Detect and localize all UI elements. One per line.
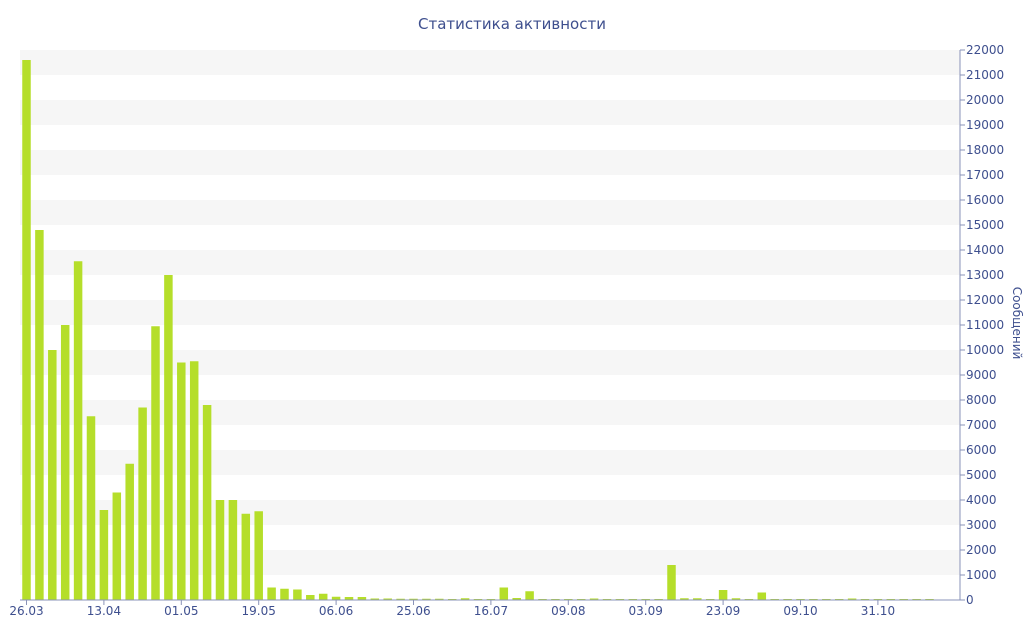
x-tick-label: 26.03: [9, 604, 43, 618]
bar: [22, 60, 31, 600]
grid-band: [20, 450, 960, 475]
y-tick-label: 0: [966, 593, 974, 607]
x-tick-label: 06.06: [319, 604, 353, 618]
bar: [680, 598, 689, 600]
y-tick-label: 6000: [966, 443, 997, 457]
y-tick-label: 18000: [966, 143, 1004, 157]
bar: [422, 598, 431, 600]
x-tick-label: 09.08: [551, 604, 585, 618]
x-tick-label: 03.09: [629, 604, 663, 618]
y-tick-label: 20000: [966, 93, 1004, 107]
y-tick-label: 15000: [966, 218, 1004, 232]
bar: [125, 463, 134, 600]
y-axis: 0 1000 2000 3000 4000 5000 6000 7000 8000 9000 100…: [959, 43, 1004, 607]
x-tick-label: 09.10: [783, 604, 817, 618]
grid-band: [20, 300, 960, 325]
bar: [396, 598, 405, 600]
bar: [344, 597, 354, 600]
y-tick-label: 4000: [966, 493, 997, 507]
bar: [48, 350, 57, 600]
y-tick-label: 13000: [966, 268, 1004, 282]
bar: [331, 596, 341, 600]
bar: [177, 362, 186, 600]
grid-band: [20, 200, 960, 225]
bar: [757, 592, 767, 600]
bar: [241, 513, 251, 600]
bar: [202, 405, 212, 600]
y-tick-label: 17000: [966, 168, 1004, 182]
bar: [435, 598, 444, 600]
y-tick-label: 19000: [966, 118, 1004, 132]
grid-band: [20, 550, 960, 575]
bar: [138, 407, 147, 600]
bar: [164, 275, 173, 600]
bar: [589, 598, 599, 600]
bar: [693, 598, 702, 600]
grid-bands: [20, 50, 960, 575]
y-tick-label: 1000: [966, 568, 997, 582]
bar: [409, 598, 418, 600]
chart-title: Статистика активности: [418, 15, 606, 33]
bar: [383, 598, 392, 600]
y-tick-label: 3000: [966, 518, 997, 532]
y-tick-label: 10000: [966, 343, 1004, 357]
bar: [86, 416, 96, 600]
bar: [847, 598, 857, 600]
bar: [215, 500, 225, 600]
bar: [280, 588, 289, 600]
bar: [318, 593, 328, 600]
bar: [718, 590, 728, 600]
bar: [189, 361, 199, 600]
grid-band: [20, 50, 960, 75]
bar: [60, 325, 70, 600]
grid-band: [20, 150, 960, 175]
y-axis-title: Сообщений: [1010, 287, 1024, 360]
y-tick-label: 21000: [966, 68, 1004, 82]
x-axis: 26.03 13.04 01.05 19.05 06.06 25.06 16.07 09.08…: [9, 599, 960, 618]
bar: [306, 595, 315, 600]
bar: [254, 511, 263, 600]
bar: [667, 565, 676, 600]
y-tick-label: 2000: [966, 543, 997, 557]
bar: [731, 598, 741, 600]
bar: [112, 492, 122, 600]
grid-band: [20, 400, 960, 425]
bar: [267, 587, 276, 600]
y-tick-label: 7000: [966, 418, 997, 432]
x-tick-label: 31.10: [861, 604, 895, 618]
x-tick-label: 19.05: [242, 604, 276, 618]
bar: [35, 230, 44, 600]
bar: [525, 591, 534, 600]
bar: [512, 598, 521, 600]
y-tick-label: 12000: [966, 293, 1004, 307]
y-tick-label: 9000: [966, 368, 997, 382]
bar: [499, 587, 509, 600]
y-tick-label: 16000: [966, 193, 1004, 207]
x-tick-label: 23.09: [706, 604, 740, 618]
bar: [293, 589, 302, 600]
x-tick-label: 01.05: [164, 604, 198, 618]
y-tick-label: 22000: [966, 43, 1004, 57]
bar: [357, 597, 367, 600]
bar: [228, 500, 238, 600]
y-tick-label: 14000: [966, 243, 1004, 257]
grid-band: [20, 500, 960, 525]
y-tick-label: 11000: [966, 318, 1004, 332]
x-tick-label: 13.04: [87, 604, 121, 618]
y-tick-label: 8000: [966, 393, 997, 407]
grid-band: [20, 100, 960, 125]
grid-band: [20, 350, 960, 375]
bar: [151, 326, 160, 600]
y-tick-label: 5000: [966, 468, 997, 482]
bar: [460, 598, 470, 600]
x-tick-label: 25.06: [396, 604, 430, 618]
x-tick-label: 16.07: [474, 604, 508, 618]
bar: [370, 598, 380, 600]
bar: [99, 510, 109, 600]
bar: [73, 261, 83, 600]
grid-band: [20, 250, 960, 275]
